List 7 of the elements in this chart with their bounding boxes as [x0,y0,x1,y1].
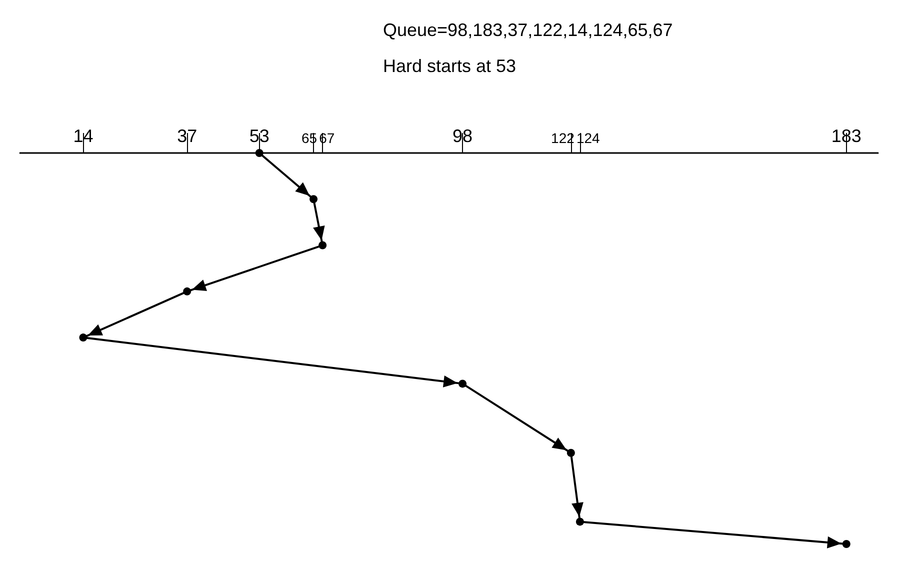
x-tick-label: 14 [73,126,94,146]
x-tick-label: 53 [249,126,270,146]
chart-subtitle: Hard starts at 53 [383,56,516,76]
x-tick-label: 183 [831,126,862,146]
x-tick-label: 37 [177,126,198,146]
x-tick-label: 98 [452,126,473,146]
chart-title: Queue=98,183,37,122,14,124,65,67 [383,20,673,40]
